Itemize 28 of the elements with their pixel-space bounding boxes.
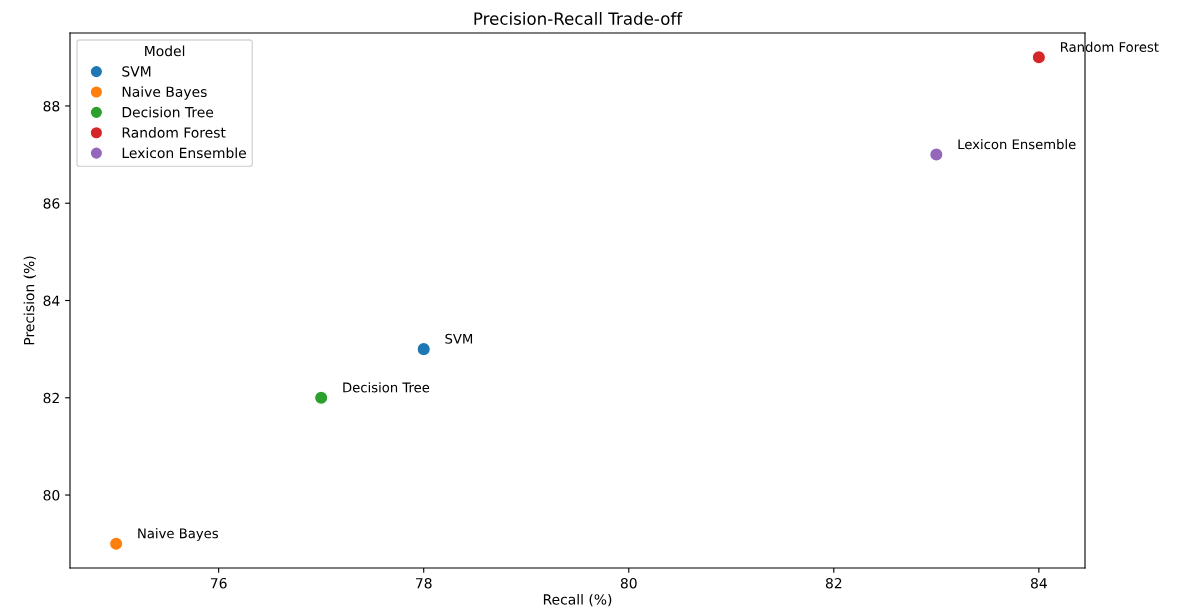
legend-label: Naive Bayes <box>122 86 207 100</box>
x-tick-label: 78 <box>416 577 432 589</box>
y-tick-label: 88 <box>43 100 60 112</box>
y-tick-label: 86 <box>43 198 60 209</box>
annotation: Naive Bayes <box>138 528 218 541</box>
x-tick-label: 84 <box>1030 577 1047 589</box>
legend-label: Decision Tree <box>122 106 214 118</box>
x-tick-label: 80 <box>620 577 637 589</box>
x-axis-title: Recall (%) <box>543 593 612 607</box>
legend-label: Random Forest <box>122 127 226 138</box>
y-tick-label: 82 <box>43 392 59 404</box>
x-tick-label: 82 <box>825 577 842 589</box>
annotation: SVM <box>445 333 473 344</box>
point <box>108 536 124 551</box>
y-tick-label: 84 <box>43 295 60 306</box>
y-tick-label: 80 <box>43 490 60 501</box>
legend-label: SVM <box>122 66 151 77</box>
point <box>1031 50 1047 65</box>
legend-label: Lexicon Ensemble <box>122 147 246 159</box>
point <box>929 147 944 162</box>
annotation: Lexicon Ensemble <box>958 139 1076 150</box>
x-tick-label: 76 <box>210 577 227 589</box>
point <box>416 341 431 357</box>
legend-title: Model <box>145 45 185 57</box>
y-axis-title: Precision (%) <box>23 256 36 345</box>
point <box>314 390 329 405</box>
chart-title: Precision-Recall Trade-off <box>474 12 683 25</box>
annotation: Decision Tree <box>343 382 430 393</box>
